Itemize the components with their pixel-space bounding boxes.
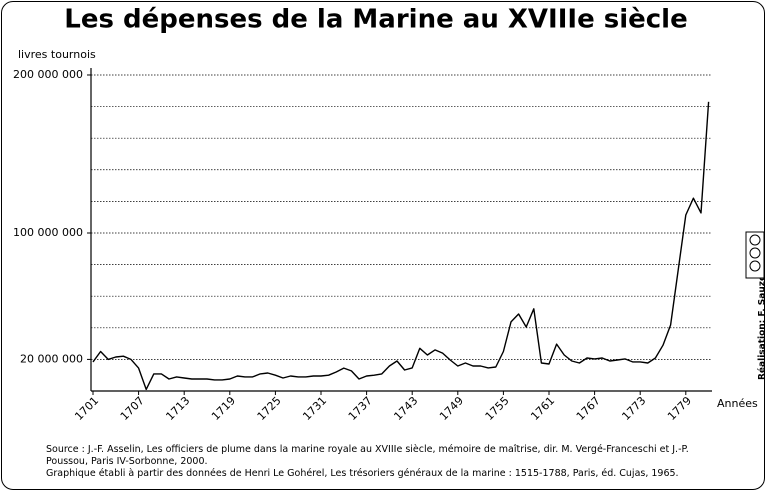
x-tick-label: 1773 <box>619 394 648 423</box>
note: Source : J.-F. Asselin, Les officiers de… <box>46 444 689 467</box>
chart-title: Les dépenses de la Marine au XVIIIe sièc… <box>64 5 687 35</box>
x-tick-label: 1743 <box>391 394 420 423</box>
y-axis-label: livres tournois <box>18 48 96 61</box>
x-tick-label: 1755 <box>483 394 512 423</box>
x-tick-label: 1719 <box>209 394 238 423</box>
x-tick-label: 1713 <box>163 394 192 423</box>
x-tick-label: 1731 <box>300 394 329 423</box>
note: Graphique établi à partir des données de… <box>46 468 679 479</box>
y-tick-label: 100 000 000 <box>13 226 83 239</box>
x-tick-label: 1737 <box>346 394 375 423</box>
x-tick-label: 1761 <box>528 394 557 423</box>
x-tick-label: 1707 <box>118 394 147 423</box>
chart: Les dépenses de la Marine au XVIIIe sièc… <box>13 5 768 424</box>
x-tick-label: 1767 <box>574 394 603 423</box>
x-tick-label: 1701 <box>72 394 101 423</box>
x-axis-label: Années <box>717 397 758 410</box>
x-tick-label: 1749 <box>437 394 466 423</box>
cc-badge <box>745 231 765 279</box>
x-tick-label: 1725 <box>255 394 284 423</box>
notes: Source : J.-F. Asselin, Les officiers de… <box>46 444 726 480</box>
y-tick-label: 20 000 000 <box>20 352 83 365</box>
x-tick-label: 1779 <box>665 394 694 423</box>
data-line <box>92 101 710 391</box>
credit: Réalisation: F. Sauzeau <box>757 262 768 380</box>
y-tick-label: 200 000 000 <box>13 68 83 81</box>
